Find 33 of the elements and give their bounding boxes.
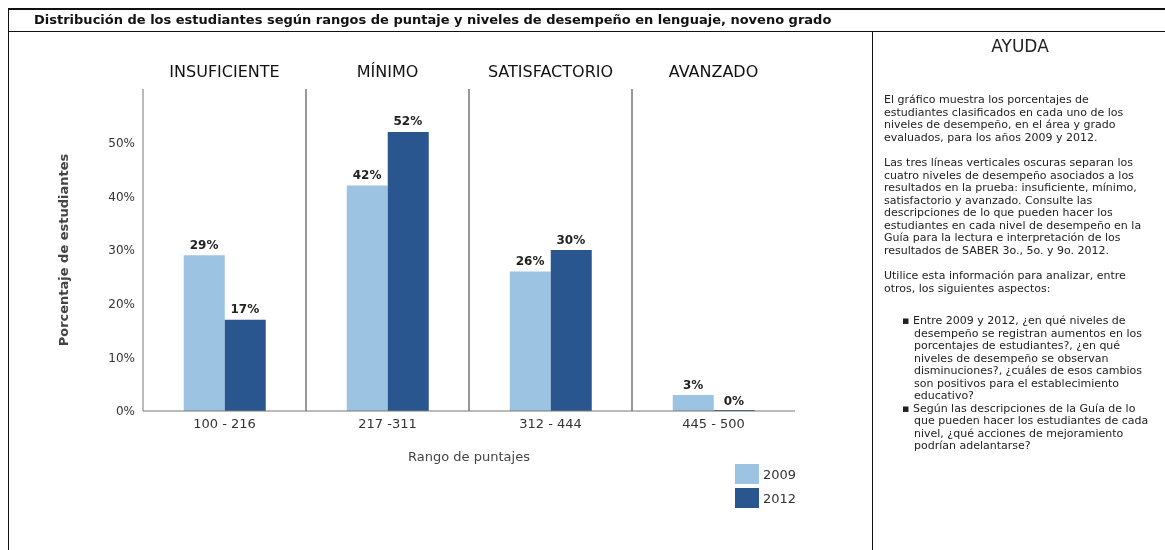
text: El gráfico muestra los porcentajes de estudiantes clasificados en cada uno de los niveles de desempeño, en el área y grado evaluados, para los años 2009 y 2012. — [884, 93, 1125, 144]
y-tick-label: 0% — [115, 404, 135, 419]
y-tick-label: 50% — [108, 135, 135, 150]
text: AVANZADO — [668, 62, 759, 81]
data-label: 30% — [556, 232, 586, 247]
text: INSUFICIENTE — [169, 62, 280, 81]
x-tick-label: 445 - 500 — [682, 416, 745, 432]
x-axis-title: Rango de puntajes — [408, 449, 531, 464]
data-label: 17% — [230, 302, 260, 317]
data-label: 52% — [393, 114, 423, 129]
chart-title: Distribución de los estudiantes según rangos de puntaje y niveles de desempeño en lenguaje, noveno grado — [34, 12, 832, 27]
y-tick-label: 40% — [108, 189, 135, 204]
text: AYUDA — [990, 36, 1050, 56]
text: ▪ Entre 2009 y 2012, ¿en qué niveles de desempeño se registran aumentos en los porcentajes de estudiantes?, ¿en qué niveles de desempeño se observan disminuciones?, ¿cuáles de esos cambios son positivos para el establecimiento educativo? — [902, 314, 1143, 403]
data-label: 42% — [352, 167, 382, 182]
legend-label: 2012 — [763, 490, 797, 506]
text: SATISFACTORIO — [487, 62, 614, 81]
data-label: 29% — [189, 237, 219, 252]
text: Las tres líneas verticales oscuras separan los cuatro niveles de desempeño asociados a los resultados en la prueba: insuficiente, mínimo, satisfactorio y avanzado. Consulte las descripciones de lo que pueden hacer los estudiantes en cada nivel de desempeño en la Guía para la lectura e interpretación de los resultados de SABER 3o., 5o. y 9o. 2012. — [884, 156, 1143, 257]
x-tick-label: 312 - 444 — [519, 416, 582, 432]
y-tick-label: 30% — [108, 243, 135, 258]
y-axis-title: Porcentaje de estudiantes — [55, 153, 71, 347]
y-tick-label: 20% — [108, 296, 135, 311]
x-tick-label: 100 - 216 — [193, 416, 256, 432]
y-tick-label: 10% — [108, 350, 135, 365]
text: ▪ Según las descripciones de la Guía de lo que pueden hacer los estudiantes de cada nivel, ¿qué acciones de mejoramiento podrían adelantarse? — [902, 401, 1150, 453]
data-label: 26% — [515, 254, 545, 269]
legend-label: 2009 — [763, 466, 797, 482]
text: MÍNIMO — [356, 62, 419, 81]
x-tick-label: 217 -311 — [358, 416, 417, 432]
data-label: 3% — [682, 377, 704, 392]
data-label: 0% — [723, 394, 745, 408]
text: Utilice esta información para analizar, entre otros, los siguientes aspectos: — [884, 269, 1127, 295]
